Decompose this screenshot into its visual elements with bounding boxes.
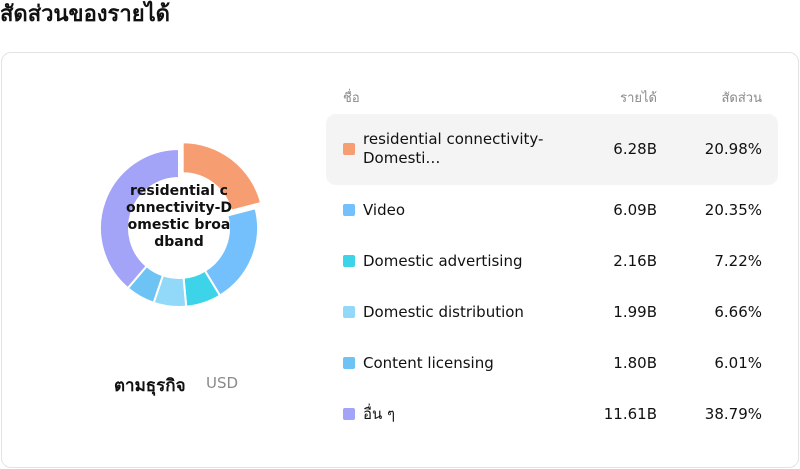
legend-swatch (343, 408, 355, 420)
donut-slice-5[interactable] (99, 147, 180, 290)
revenue-table: ชื่อ รายได้ สัดส่วน residential connecti… (326, 78, 778, 440)
table-row[interactable]: อื่น ๆ 11.61B 38.79% (326, 389, 778, 440)
row-share: 6.01% (714, 354, 762, 372)
segment-label[interactable]: ตามธุรกิจ (114, 376, 186, 396)
legend-swatch (343, 357, 355, 369)
legend-swatch (343, 306, 355, 318)
row-revenue: 1.99B (613, 303, 657, 321)
legend-swatch (343, 143, 355, 155)
table-row[interactable]: residential connectivity-Domesti… 6.28B … (326, 114, 778, 185)
row-name: Domestic advertising (363, 252, 523, 270)
currency-label: USD (206, 374, 239, 392)
row-share: 6.66% (714, 303, 762, 321)
row-name: Domestic distribution (363, 303, 524, 321)
page-title: สัดส่วนของรายได้ (0, 2, 170, 27)
table-row[interactable]: Domestic advertising 2.16B 7.22% (326, 236, 778, 287)
table-header: ชื่อ รายได้ สัดส่วน (326, 78, 778, 114)
row-revenue: 1.80B (613, 354, 657, 372)
header-name: ชื่อ (343, 91, 360, 106)
donut-svg (99, 141, 263, 308)
donut-center-label: residential connectivity-Domestic broadb… (126, 183, 233, 250)
legend-swatch (343, 204, 355, 216)
row-name: Video (363, 201, 406, 219)
row-share: 7.22% (714, 252, 762, 270)
table-row[interactable]: Video 6.09B 20.35% (326, 185, 778, 236)
table-row[interactable]: Content licensing 1.80B 6.01% (326, 338, 778, 389)
revenue-breakdown-card: residential connectivity-Domestic broadb… (1, 52, 799, 468)
row-share: 38.79% (704, 405, 762, 423)
row-name: Content licensing (363, 354, 494, 372)
legend-swatch (343, 255, 355, 267)
row-revenue: 6.09B (613, 201, 657, 219)
header-revenue: รายได้ (620, 91, 657, 106)
row-name: residential connectivity-Domesti… (363, 130, 544, 167)
donut-chart: residential connectivity-Domestic broadb… (96, 141, 263, 311)
row-name: อื่น ๆ (363, 405, 396, 423)
row-revenue: 11.61B (603, 405, 657, 423)
donut-slice-0[interactable] (181, 141, 263, 212)
header-share: สัดส่วน (721, 91, 763, 106)
row-share: 20.98% (704, 140, 762, 158)
row-revenue: 2.16B (613, 252, 657, 270)
table-row[interactable]: Domestic distribution 1.99B 6.66% (326, 287, 778, 338)
row-share: 20.35% (704, 201, 762, 219)
row-revenue: 6.28B (613, 140, 657, 158)
